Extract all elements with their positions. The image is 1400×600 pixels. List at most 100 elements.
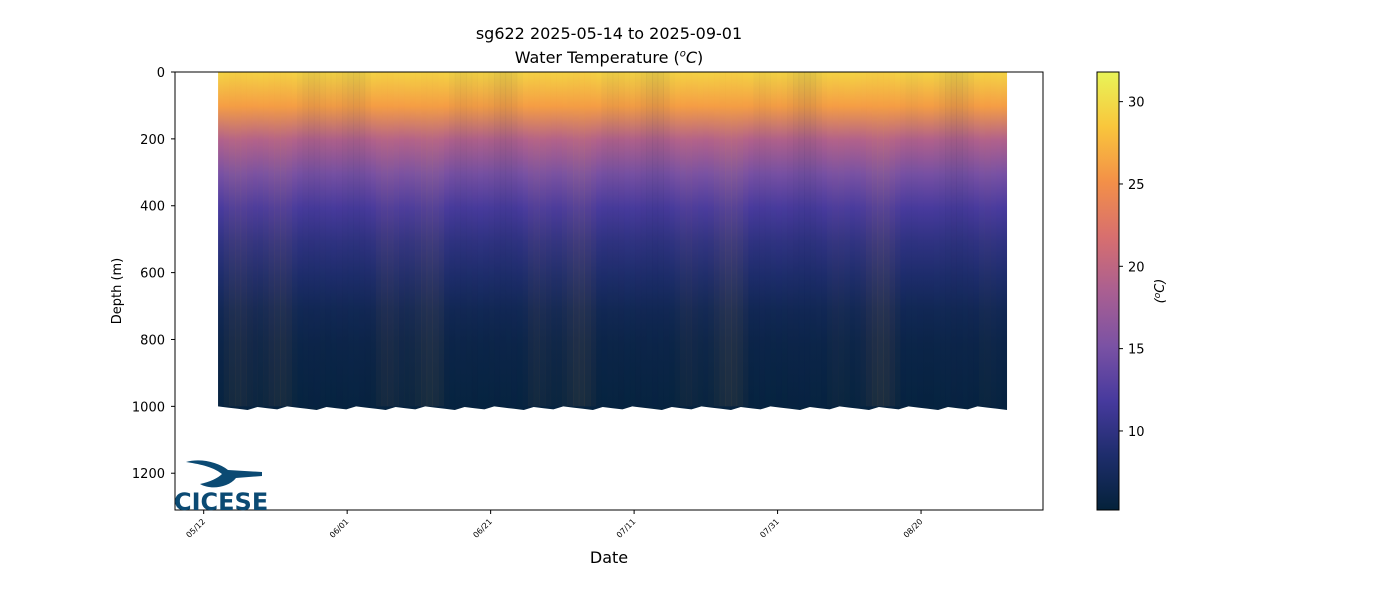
variability-band: [759, 72, 765, 406]
variability-band: [562, 72, 568, 406]
variability-band: [488, 72, 495, 407]
variability-band: [900, 72, 906, 406]
variability-band: [697, 72, 703, 406]
variability-band: [392, 72, 399, 407]
variability-band: [539, 72, 546, 407]
variability-band: [635, 72, 641, 406]
variability-band: [630, 72, 636, 406]
variability-band: [387, 72, 394, 407]
variability-band: [871, 72, 879, 407]
variability-band: [347, 72, 354, 407]
variability-band: [866, 72, 873, 407]
variability-band: [990, 72, 996, 406]
variability-band: [258, 72, 264, 406]
variability-band: [404, 72, 410, 406]
variability-band: [956, 72, 963, 407]
variability-band: [297, 72, 303, 406]
variability-band: [432, 72, 439, 407]
variability-band: [888, 72, 895, 407]
y-tick-label: 200: [140, 133, 165, 148]
x-tick-label: 07/11: [615, 517, 638, 540]
variability-band: [607, 72, 614, 407]
y-tick-label: 0: [157, 66, 165, 81]
y-tick-label: 600: [140, 267, 165, 282]
y-tick-label: 1200: [132, 467, 165, 482]
colorbar-tick-label: 10: [1128, 425, 1145, 440]
variability-band: [460, 72, 467, 407]
variability-band: [686, 72, 692, 406]
plot-frame: [174, 71, 1044, 511]
y-tick-label: 1000: [132, 400, 165, 415]
y-axis: 0 200 400 600 800 1000 1200: [132, 66, 175, 482]
variability-band: [782, 72, 788, 406]
variability-band: [809, 72, 817, 407]
variability-band: [928, 72, 934, 406]
variability-band: [815, 72, 822, 407]
variability-band: [240, 72, 247, 407]
variability-band: [533, 72, 540, 407]
variability-band: [996, 72, 1002, 406]
variability-band: [968, 72, 974, 406]
colorbar: [1096, 71, 1120, 511]
variability-band: [437, 72, 445, 407]
variability-band: [680, 72, 686, 406]
colorbar-label-sup: o: [1153, 292, 1163, 298]
variability-band: [719, 72, 726, 407]
colorbar-tick-label: 20: [1128, 260, 1145, 275]
variability-band: [517, 72, 523, 406]
variability-band: [556, 72, 562, 406]
heatmap-field: [218, 72, 1008, 410]
variability-band: [511, 72, 518, 407]
x-tick-label: 07/31: [758, 517, 781, 540]
variability-band: [331, 72, 337, 406]
variability-band: [692, 72, 698, 406]
variability-band: [494, 72, 501, 407]
variability-band: [229, 72, 236, 407]
variability-band: [224, 72, 230, 406]
variability-band: [313, 72, 321, 407]
variability-band: [454, 72, 461, 407]
y-tick-label: 400: [140, 200, 165, 215]
colorbar-axis: 10 15 20 25 30: [1119, 96, 1145, 440]
colorbar-tick-label: 15: [1128, 343, 1145, 358]
variability-band: [444, 72, 450, 406]
variability-band: [483, 72, 489, 406]
variability-band: [302, 72, 309, 407]
variability-band: [844, 72, 850, 406]
variability-band: [663, 72, 670, 407]
variability-band: [584, 72, 591, 407]
x-axis-label: Date: [590, 548, 628, 567]
variability-band: [567, 72, 574, 407]
variability-band: [657, 72, 664, 407]
variability-band: [235, 72, 242, 407]
variability-band: [861, 72, 867, 406]
variability-band: [770, 72, 776, 406]
variability-band: [906, 72, 912, 406]
variability-band: [934, 72, 940, 406]
variability-band: [280, 72, 287, 407]
cicese-logo: CICESE: [174, 460, 268, 516]
subtitle-unit-c: C: [685, 48, 698, 67]
variability-band: [365, 72, 371, 406]
colorbar-label-close: ): [1153, 279, 1168, 285]
variability-band: [917, 72, 923, 406]
variability-band: [285, 72, 292, 407]
variability-band: [652, 72, 659, 407]
colorbar-tick-label: 25: [1128, 178, 1145, 193]
y-axis-label: Depth (m): [110, 258, 125, 325]
variability-band: [669, 72, 675, 406]
variability-band: [962, 72, 969, 407]
variability-band: [578, 72, 585, 407]
variability-band: [246, 72, 253, 407]
variability-band: [821, 72, 827, 406]
variability-band: [827, 72, 833, 406]
variability-band: [291, 72, 297, 406]
variability-band: [421, 72, 428, 407]
variability-band: [426, 72, 433, 407]
x-axis: 05/12 06/01 06/21 07/11 07/31 08/20: [184, 510, 924, 540]
subtitle-text: Water Temperature (: [514, 48, 680, 67]
variability-band: [336, 72, 342, 406]
x-tick-label: 08/20: [902, 517, 925, 540]
variability-band: [263, 72, 269, 406]
